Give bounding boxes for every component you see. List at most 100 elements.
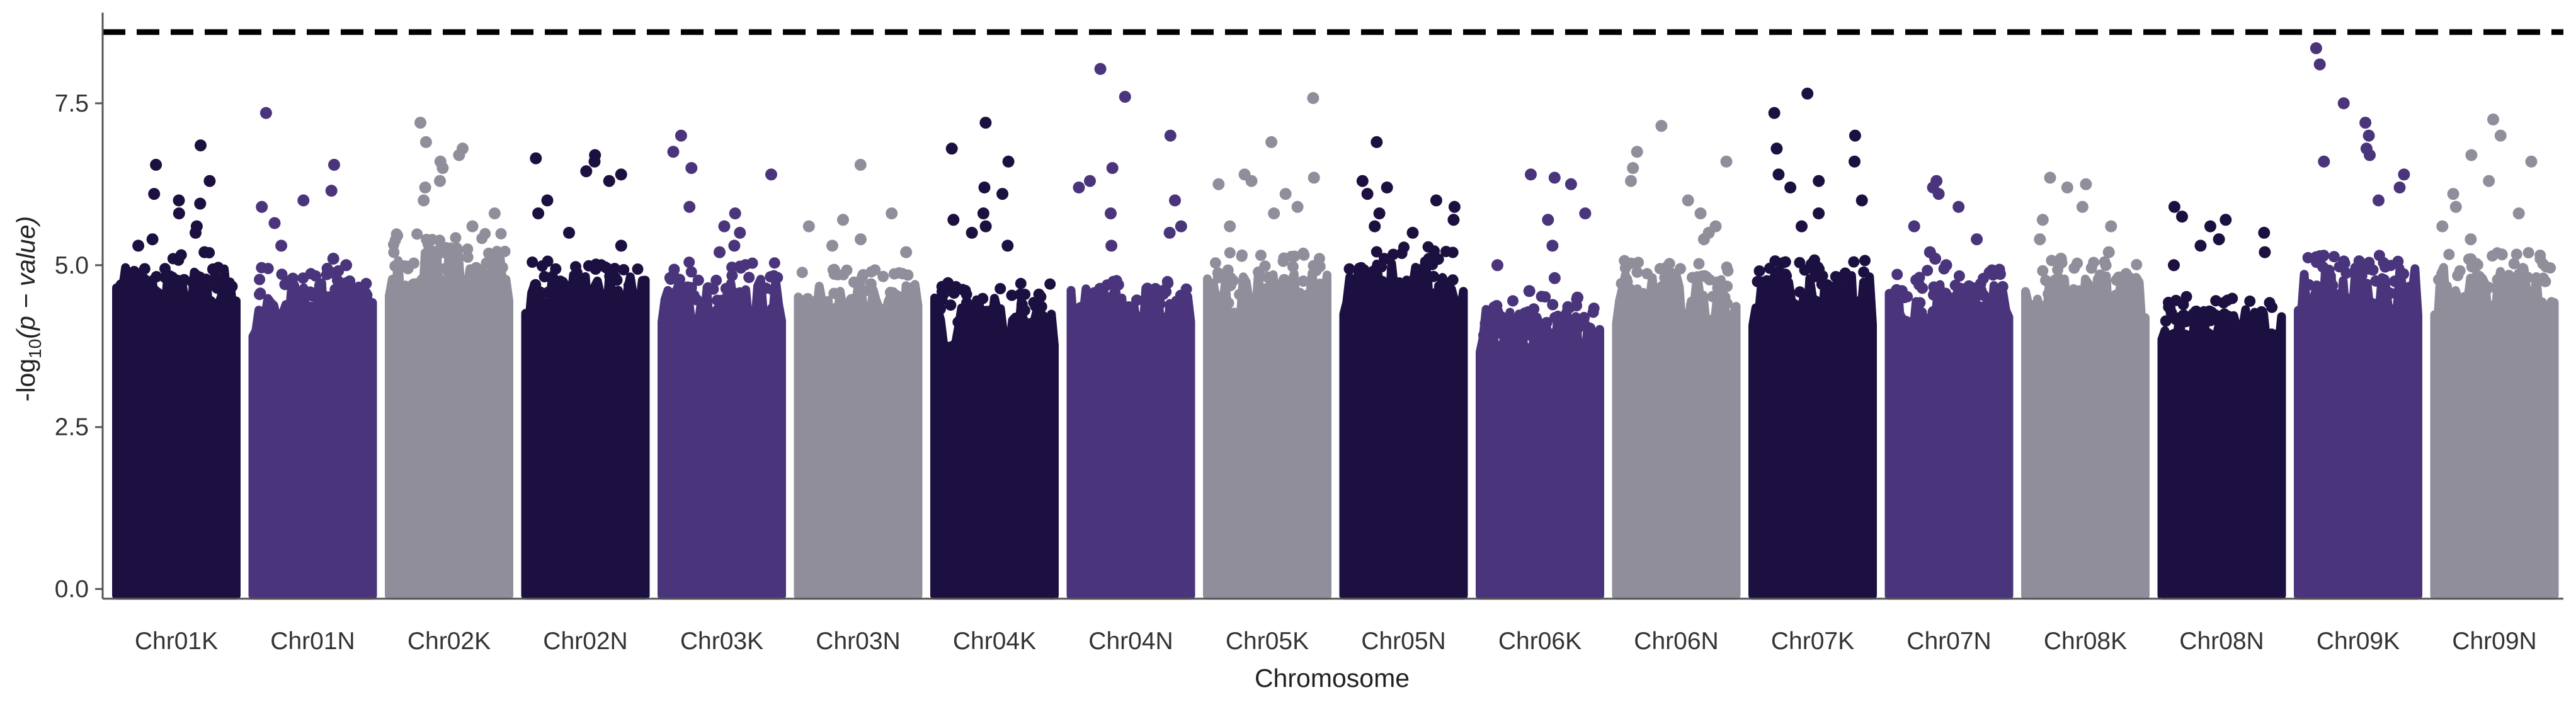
snp-top-hit <box>2310 42 2322 54</box>
snp-point <box>2244 295 2256 307</box>
snp-point <box>565 316 577 328</box>
snp-top-hit <box>718 220 731 233</box>
snp-top-hit <box>173 207 185 220</box>
snp-top-hit <box>2364 149 2376 161</box>
snp-point <box>877 318 889 330</box>
snp-point <box>1657 322 1669 334</box>
snp-point <box>542 286 554 298</box>
snp-point <box>1942 314 1954 326</box>
snp-point <box>954 349 966 360</box>
snp-point <box>1398 316 1410 328</box>
snp-top-hit <box>1105 207 1117 220</box>
snp-point <box>1576 357 1588 369</box>
chromosome-group-chr02n <box>521 149 650 600</box>
snp-point <box>1910 274 1922 286</box>
snp-top-hit <box>1682 194 1694 207</box>
snp-point <box>154 311 166 323</box>
snp-top-hit <box>325 185 338 197</box>
snp-point <box>1314 279 1326 291</box>
snp-point <box>1779 256 1791 268</box>
snp-top-hit <box>1627 162 1639 175</box>
snp-point <box>1690 272 1701 284</box>
snp-point <box>683 257 695 268</box>
snp-point <box>2537 272 2549 284</box>
snp-point <box>326 301 338 313</box>
snp-point <box>832 268 844 280</box>
snp-top-hit <box>1371 136 1383 148</box>
snp-point <box>317 296 329 308</box>
snp-point <box>2094 277 2106 289</box>
snp-point <box>845 318 857 330</box>
chromosome-group-chr03n <box>794 159 923 600</box>
snp-point <box>1044 278 1056 290</box>
snp-point <box>1779 268 1791 280</box>
snp-top-hit <box>1491 259 1503 272</box>
snp-top-hit <box>2465 149 2478 161</box>
snp-point <box>885 308 897 320</box>
snp-top-hit <box>1169 194 1181 207</box>
snp-point <box>950 338 962 349</box>
snp-point <box>1994 268 2006 280</box>
snp-top-hit <box>1268 207 1280 220</box>
snp-top-hit <box>1369 220 1381 233</box>
snp-point <box>2508 305 2520 317</box>
snp-top-hit <box>1164 129 1177 142</box>
snp-point <box>600 291 612 303</box>
snp-point <box>1179 346 1191 358</box>
snp-point <box>499 245 511 257</box>
snp-point <box>2534 250 2546 261</box>
x-tick-label: Chr02N <box>543 628 627 655</box>
snp-point <box>550 263 562 275</box>
snp-point <box>294 323 305 335</box>
snp-top-hit <box>615 168 627 181</box>
snp-point <box>129 274 141 286</box>
snp-point <box>1539 328 1551 339</box>
snp-point <box>2052 263 2064 275</box>
snp-point <box>2318 250 2330 262</box>
snp-point <box>1963 313 1975 325</box>
snp-top-hit <box>190 226 202 239</box>
snp-point <box>450 232 462 244</box>
snp-point <box>690 294 702 306</box>
snp-point <box>1806 315 1818 327</box>
snp-point <box>692 274 704 286</box>
snp-point <box>1094 282 1106 294</box>
snp-point <box>1429 296 1441 308</box>
chromosome-group-chr07k <box>1748 88 1877 600</box>
snp-point <box>2327 279 2339 291</box>
snp-top-hit <box>2044 171 2056 184</box>
snp-point <box>571 328 583 340</box>
snp-point <box>525 335 537 347</box>
snp-point <box>934 303 946 314</box>
snp-point <box>1507 295 1519 307</box>
chromosome-group-chr07n <box>1884 175 2014 600</box>
snp-point <box>712 304 723 316</box>
snp-point <box>2494 325 2506 337</box>
snp-point <box>1217 330 1229 342</box>
snp-top-hit <box>203 175 216 187</box>
snp-top-hit <box>419 182 431 193</box>
snp-top-hit <box>1291 200 1304 213</box>
snp-point <box>2203 328 2214 340</box>
snp-top-hit <box>1307 92 1319 105</box>
snp-point <box>1832 279 1844 291</box>
y-axis-title-subscript: 10 <box>25 339 45 359</box>
snp-point <box>2306 319 2318 331</box>
snp-point <box>142 292 154 304</box>
snp-point <box>942 277 954 289</box>
snp-point <box>115 279 127 291</box>
snp-point <box>1995 298 2007 309</box>
snp-point <box>224 309 236 321</box>
snp-point <box>1684 326 1695 338</box>
snp-point <box>1423 318 1435 330</box>
snp-point <box>1087 336 1099 348</box>
snp-point <box>1587 306 1599 318</box>
snp-point <box>1861 294 1873 306</box>
snp-point <box>2119 284 2131 295</box>
snp-point <box>2300 279 2312 291</box>
snp-point <box>2342 293 2354 305</box>
snp-point <box>710 274 722 286</box>
snp-point <box>1372 276 1384 288</box>
snp-point <box>1993 289 2005 301</box>
snp-point <box>405 313 417 325</box>
